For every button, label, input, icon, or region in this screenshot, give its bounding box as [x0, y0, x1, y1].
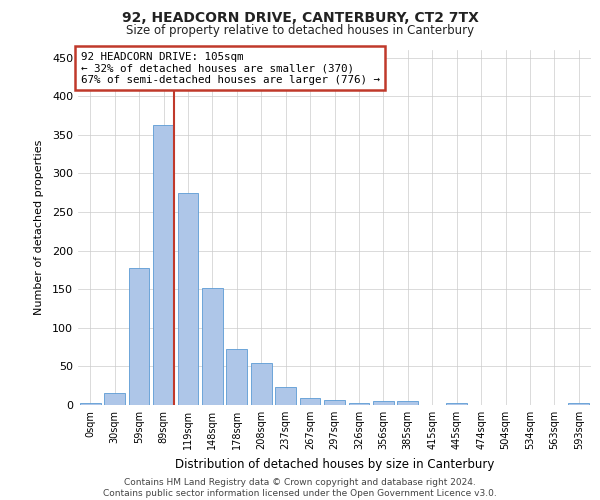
Text: Size of property relative to detached houses in Canterbury: Size of property relative to detached ho… [126, 24, 474, 37]
Bar [80, 404, 101, 405]
Text: 92, HEADCORN DRIVE, CANTERBURY, CT2 7TX: 92, HEADCORN DRIVE, CANTERBURY, CT2 7TX [122, 11, 478, 25]
Bar [275, 387, 296, 405]
Bar [251, 364, 272, 405]
Bar [299, 398, 320, 405]
Bar [373, 401, 394, 405]
Bar [446, 404, 467, 405]
X-axis label: Distribution of detached houses by size in Canterbury: Distribution of detached houses by size … [175, 458, 494, 470]
Text: Contains HM Land Registry data © Crown copyright and database right 2024.
Contai: Contains HM Land Registry data © Crown c… [103, 478, 497, 498]
Bar [226, 350, 247, 405]
Text: 92 HEADCORN DRIVE: 105sqm
← 32% of detached houses are smaller (370)
67% of semi: 92 HEADCORN DRIVE: 105sqm ← 32% of detac… [80, 52, 380, 85]
Bar [349, 402, 370, 405]
Bar [128, 268, 149, 405]
Y-axis label: Number of detached properties: Number of detached properties [34, 140, 44, 315]
Bar [202, 288, 223, 405]
Bar [104, 394, 125, 405]
Bar [324, 400, 345, 405]
Bar [568, 404, 589, 405]
Bar [153, 125, 174, 405]
Bar [397, 401, 418, 405]
Bar [178, 193, 199, 405]
